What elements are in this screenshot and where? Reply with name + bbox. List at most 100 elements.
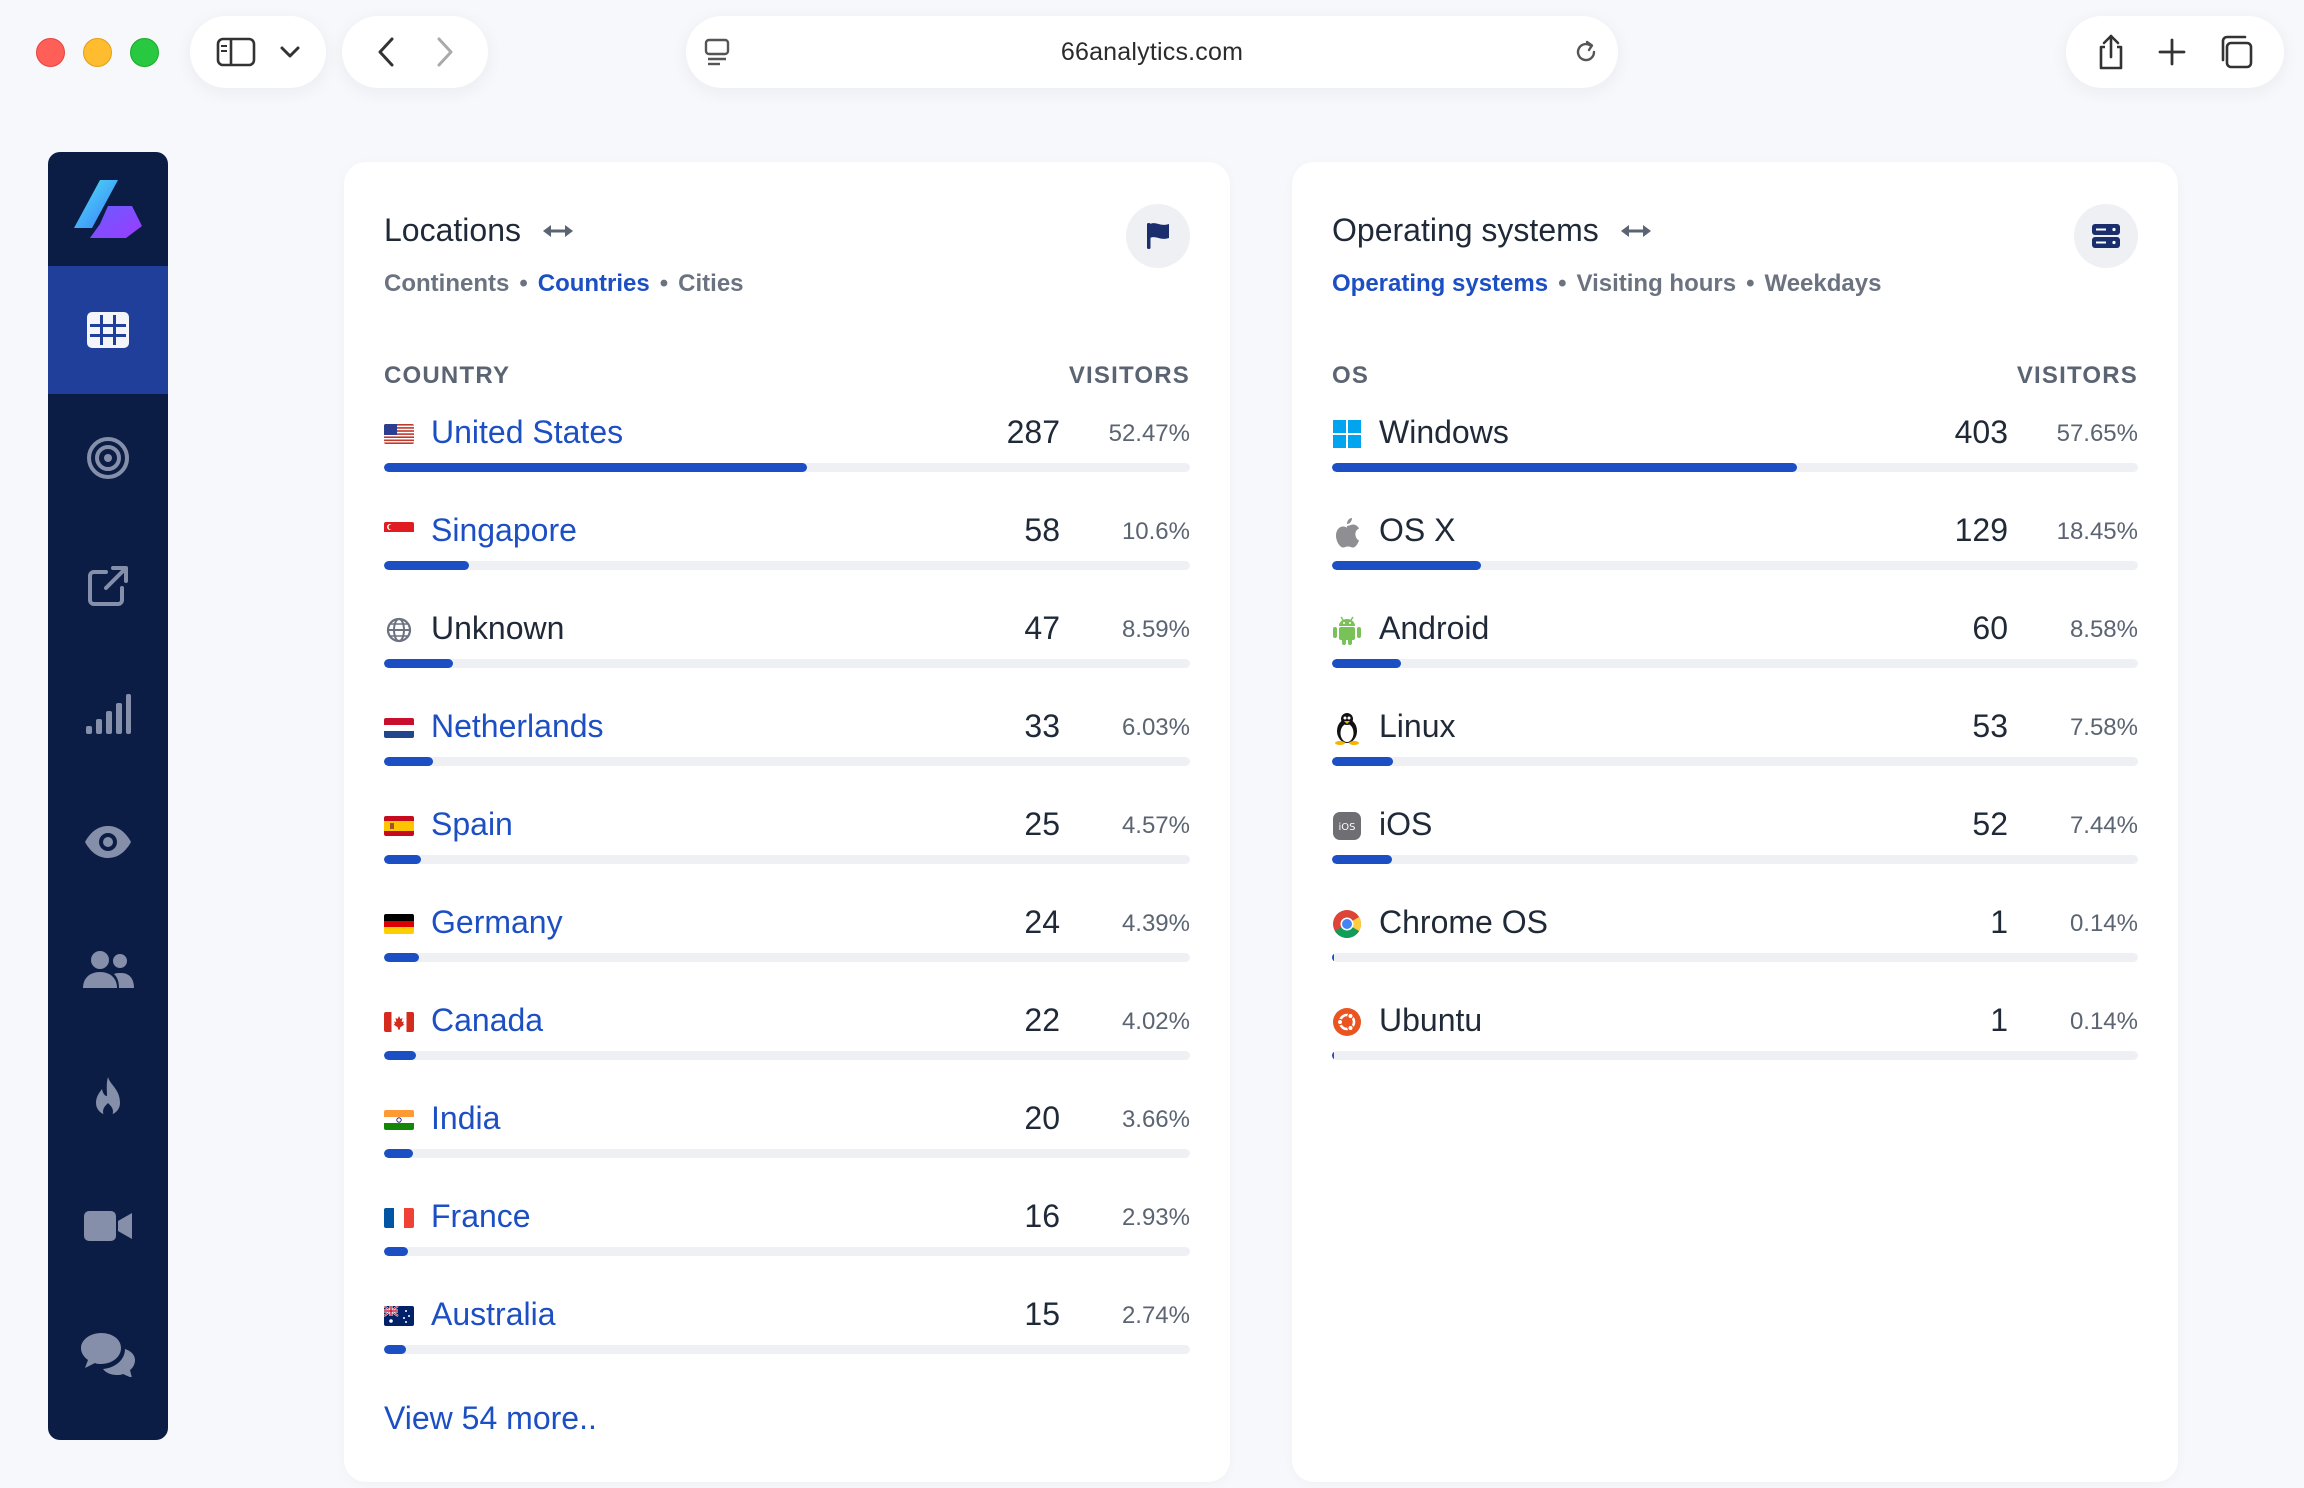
progress-fill [384,561,470,570]
row-percentage: 10.6% [1121,518,1190,545]
progress-track [384,855,1190,864]
tab-visiting-hours[interactable]: Visiting hours [1576,270,1737,297]
row-count: 24 [1024,904,1060,940]
share-icon[interactable] [2096,33,2126,71]
row-percentage: 3.66% [1121,1106,1190,1133]
address-bar[interactable]: 66analytics.com [686,16,1618,88]
row-label[interactable]: Singapore [431,512,577,548]
server-button[interactable] [2074,204,2138,268]
flag-button[interactable] [1126,204,1190,268]
fr-flag-icon [384,1202,414,1234]
signal-bars-icon [86,694,131,734]
column-header-visitors: VISITORS [2016,362,2138,389]
row-count: 47 [1024,610,1060,646]
row-percentage: 4.02% [1121,1008,1190,1035]
window-controls [36,38,159,67]
list-item: Singapore 58 10.6% [384,508,1190,606]
minimize-window-button[interactable] [83,38,112,67]
chat-icon [81,1333,135,1377]
list-item: Australia 15 2.74% [384,1292,1190,1390]
close-window-button[interactable] [36,38,65,67]
zoom-window-button[interactable] [130,38,159,67]
tab-cities[interactable]: Cities [678,270,744,297]
sidebar-item-realtime[interactable] [48,778,168,906]
list-item: Germany 24 4.39% [384,900,1190,998]
row-label: Windows [1379,414,1509,450]
row-label[interactable]: Spain [431,806,513,842]
os-title: Operating systems [1332,212,1651,249]
progress-track [1332,855,2138,864]
row-count: 1 [1990,904,2008,940]
progress-fill [384,463,807,472]
tab-continents[interactable]: Continents [384,270,510,297]
tab-weekdays[interactable]: Weekdays [1764,270,1882,297]
globe-icon [384,614,414,646]
url-text[interactable]: 66analytics.com [1060,37,1244,66]
page-icon[interactable] [704,38,730,66]
expand-arrows-icon[interactable] [1620,223,1651,239]
sidebar-item-users[interactable] [48,906,168,1034]
list-item: OS X 129 18.45% [1332,508,2138,606]
sidebar-item-referrers[interactable] [48,522,168,650]
view-more-link[interactable]: View 54 more.. [384,1400,597,1436]
logo[interactable] [48,152,168,266]
tab-countries[interactable]: Countries [537,270,650,297]
progress-track [384,1149,1190,1158]
progress-track [384,561,1190,570]
progress-fill [384,855,421,864]
list-item: Windows 403 57.65% [1332,410,2138,508]
row-percentage: 8.59% [1121,616,1190,643]
flag-icon [1147,223,1169,249]
row-count: 53 [1972,708,2008,744]
sidebar-item-goals[interactable] [48,394,168,522]
row-label[interactable]: India [431,1100,501,1136]
expand-arrows-icon[interactable] [542,223,573,239]
row-label[interactable]: United States [431,414,624,450]
list-item: Linux 53 7.58% [1332,704,2138,802]
list-item: Unknown 47 8.59% [384,606,1190,704]
es-flag-icon [384,810,414,842]
column-header-os: OS [1332,362,1370,389]
row-label[interactable]: France [431,1198,531,1234]
nl-flag-icon [384,712,414,744]
apple-icon [1332,516,1362,548]
list-item: France 16 2.93% [384,1194,1190,1292]
os-list: Windows 403 57.65% OS X 129 18.45% Andro… [1332,410,2138,1096]
list-item: Android 60 8.58% [1332,606,2138,704]
back-icon[interactable] [376,36,396,68]
progress-fill [384,659,454,668]
logo-icon [74,180,142,238]
progress-fill [384,1345,407,1354]
ubuntu-icon [1332,1006,1362,1038]
app-sidebar [48,152,168,1440]
windows-icon [1332,418,1362,450]
progress-fill [1332,659,1402,668]
sidebar-item-recordings[interactable] [48,1162,168,1290]
chevron-down-icon[interactable] [279,44,301,60]
list-item: Canada 22 4.02% [384,998,1190,1096]
tab-operating-systems[interactable]: Operating systems [1332,270,1549,297]
row-label[interactable]: Australia [431,1296,556,1332]
row-label[interactable]: Canada [431,1002,544,1038]
sidebar-item-feedback[interactable] [48,1290,168,1418]
row-label[interactable]: Germany [431,904,563,940]
plus-icon[interactable] [2157,37,2187,67]
row-label[interactable]: Netherlands [431,708,604,744]
forward-icon[interactable] [435,36,455,68]
progress-fill [1332,463,1797,472]
ca-flag-icon [384,1006,414,1038]
sidebar-toggle-icon[interactable] [216,37,256,67]
sidebar-item-dashboard[interactable] [48,266,168,394]
sidebar-item-heatmaps[interactable] [48,1034,168,1162]
row-percentage: 0.14% [2069,1008,2138,1035]
row-label: Ubuntu [1379,1002,1483,1038]
reload-icon[interactable] [1572,38,1600,66]
eye-icon [85,826,131,858]
tabs-icon[interactable] [2218,34,2254,70]
row-label: Android [1379,610,1490,646]
row-percentage: 2.93% [1121,1204,1190,1231]
progress-track [384,757,1190,766]
fire-icon [96,1077,120,1117]
row-count: 20 [1024,1100,1060,1136]
sidebar-item-stats[interactable] [48,650,168,778]
